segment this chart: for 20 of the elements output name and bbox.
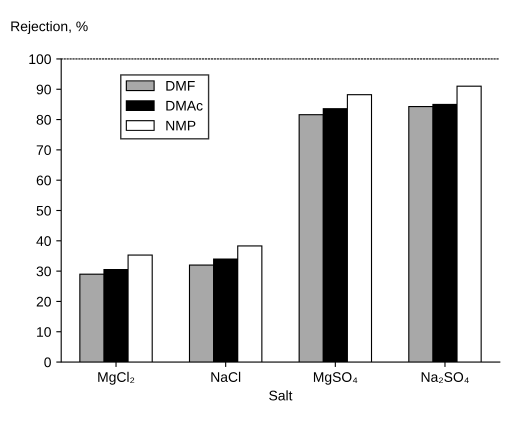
y-axis-title: Rejection, % <box>11 21 88 34</box>
legend-label: NMP <box>166 120 196 130</box>
y-tick-label: 70 <box>36 145 51 156</box>
x-axis-title: Salt <box>269 390 292 400</box>
y-tick-label: 90 <box>36 84 51 94</box>
y-tick-label: 30 <box>36 266 51 276</box>
x-tick-label: NaCl <box>211 372 240 382</box>
legend-label: DMAc <box>166 100 203 111</box>
legend-label: DMF <box>166 81 195 91</box>
y-tick-label: 20 <box>36 296 51 307</box>
y-tick-label: 50 <box>36 206 51 216</box>
x-tick-label: Na₂SO₄ <box>422 372 469 384</box>
y-tick-label: 100 <box>29 54 51 64</box>
y-tick-label: 10 <box>37 327 51 337</box>
x-tick-label: MgCl₂ <box>98 372 134 385</box>
y-tick-label: 80 <box>36 114 51 125</box>
y-tick-label: 60 <box>36 176 51 186</box>
y-tick-label: 0 <box>44 357 51 368</box>
y-tick-label: 40 <box>36 236 51 246</box>
x-tick-label: MgSO₄ <box>314 372 358 385</box>
